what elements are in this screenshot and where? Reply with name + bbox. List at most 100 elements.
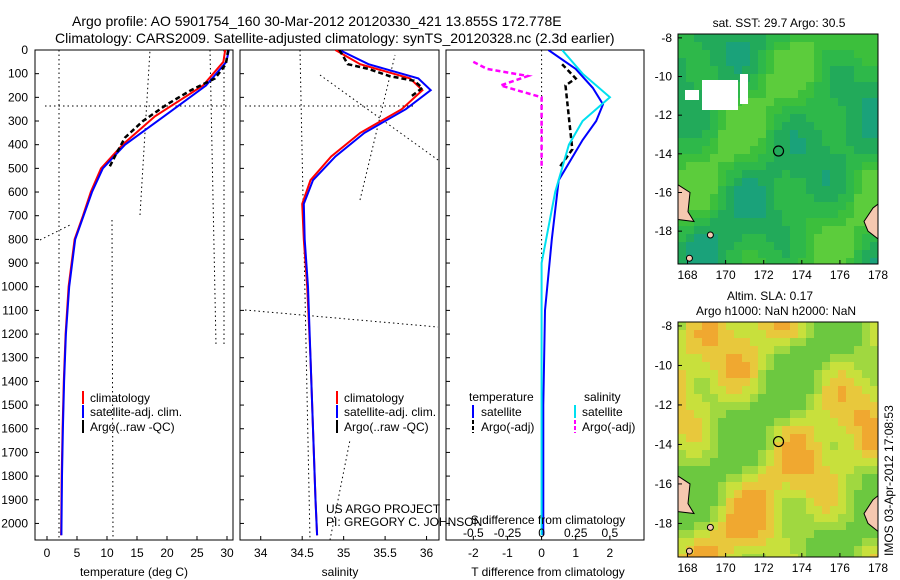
map-cell bbox=[870, 370, 878, 378]
map-cell bbox=[854, 178, 862, 186]
map-cell bbox=[862, 114, 870, 122]
map-cell bbox=[710, 474, 718, 482]
map-cell bbox=[750, 514, 758, 522]
map-cell bbox=[854, 426, 862, 434]
map-cell bbox=[862, 530, 870, 538]
map-cell bbox=[798, 42, 806, 50]
map-cell bbox=[734, 474, 742, 482]
map-cell bbox=[798, 402, 806, 410]
map-cell bbox=[870, 138, 878, 146]
map-cell bbox=[846, 234, 854, 242]
map-cell bbox=[726, 322, 734, 330]
map-cell bbox=[766, 442, 774, 450]
map-cell bbox=[766, 330, 774, 338]
map-cell bbox=[694, 458, 702, 466]
map-cell bbox=[846, 202, 854, 210]
map-cell bbox=[854, 386, 862, 394]
map-cell bbox=[870, 354, 878, 362]
map-cell bbox=[678, 338, 686, 346]
map-cell bbox=[678, 418, 686, 426]
map-cell bbox=[790, 354, 798, 362]
map-cell bbox=[726, 58, 734, 66]
map-cell bbox=[830, 354, 838, 362]
map-cell bbox=[830, 194, 838, 202]
salinity-plot-frame bbox=[239, 49, 440, 541]
map-cell bbox=[702, 138, 710, 146]
depth-tick-label: 1700 bbox=[1, 445, 28, 459]
map-cell bbox=[838, 146, 846, 154]
legend-satellite-adj: satellite-adj. clim. bbox=[90, 405, 182, 419]
map-cell bbox=[798, 138, 806, 146]
map-cell bbox=[822, 122, 830, 130]
map-cell bbox=[694, 394, 702, 402]
map-cell bbox=[846, 178, 854, 186]
map-cell bbox=[806, 194, 814, 202]
map-cell bbox=[822, 554, 830, 557]
map-cell bbox=[734, 322, 742, 330]
map-cell bbox=[782, 498, 790, 506]
map-cell bbox=[742, 546, 750, 554]
map-cell bbox=[838, 114, 846, 122]
map-cell bbox=[758, 154, 766, 162]
salinity-x-axis: 34 34.5 35 35.5 36 bbox=[254, 536, 434, 560]
map-cell bbox=[862, 98, 870, 106]
map-cell bbox=[846, 74, 854, 82]
map-cell bbox=[766, 82, 774, 90]
map-cell bbox=[774, 66, 782, 74]
map-cell bbox=[782, 490, 790, 498]
map-cell bbox=[766, 66, 774, 74]
map-cell bbox=[798, 386, 806, 394]
map-cell bbox=[862, 154, 870, 162]
map-cell bbox=[814, 186, 822, 194]
map-cell bbox=[678, 66, 686, 74]
map-cell bbox=[766, 194, 774, 202]
map-cell bbox=[854, 34, 862, 42]
map-cell bbox=[742, 362, 750, 370]
map-cell bbox=[782, 194, 790, 202]
map-cell bbox=[790, 434, 798, 442]
map-cell bbox=[830, 386, 838, 394]
map-cell bbox=[702, 186, 710, 194]
map-cell bbox=[686, 106, 694, 114]
map-cell bbox=[758, 498, 766, 506]
map-cell bbox=[766, 226, 774, 234]
map-cell bbox=[726, 170, 734, 178]
temperature-plot bbox=[39, 50, 230, 540]
map-cell bbox=[774, 346, 782, 354]
map-cell bbox=[726, 354, 734, 362]
map-cell bbox=[870, 458, 878, 466]
map-cell bbox=[694, 242, 702, 250]
map-cell bbox=[830, 186, 838, 194]
map-cell bbox=[822, 34, 830, 42]
map-cell bbox=[686, 498, 694, 506]
map-cell bbox=[806, 458, 814, 466]
map-y-tick-label: -10 bbox=[655, 358, 673, 372]
map-cell bbox=[798, 34, 806, 42]
map-cell bbox=[734, 418, 742, 426]
map-cell bbox=[726, 538, 734, 546]
map-cell bbox=[862, 418, 870, 426]
map-cell bbox=[766, 218, 774, 226]
map-cell bbox=[854, 146, 862, 154]
map-cell bbox=[870, 466, 878, 474]
depth-tick-label: 1000 bbox=[1, 280, 28, 294]
map-cell bbox=[718, 58, 726, 66]
map-cell bbox=[806, 122, 814, 130]
map-cell bbox=[694, 354, 702, 362]
map-cell bbox=[782, 426, 790, 434]
map-cell bbox=[766, 130, 774, 138]
map-cell bbox=[862, 34, 870, 42]
map-cell bbox=[806, 442, 814, 450]
map-cell bbox=[678, 522, 686, 530]
map-cell bbox=[758, 514, 766, 522]
map-cell bbox=[822, 426, 830, 434]
map-cell bbox=[830, 546, 838, 554]
map-cell bbox=[750, 474, 758, 482]
map-cell bbox=[750, 170, 758, 178]
map-cell bbox=[790, 362, 798, 370]
map-cell bbox=[838, 170, 846, 178]
map-cell bbox=[694, 66, 702, 74]
map-cell bbox=[710, 386, 718, 394]
map-cell bbox=[694, 42, 702, 50]
map-cell bbox=[790, 226, 798, 234]
